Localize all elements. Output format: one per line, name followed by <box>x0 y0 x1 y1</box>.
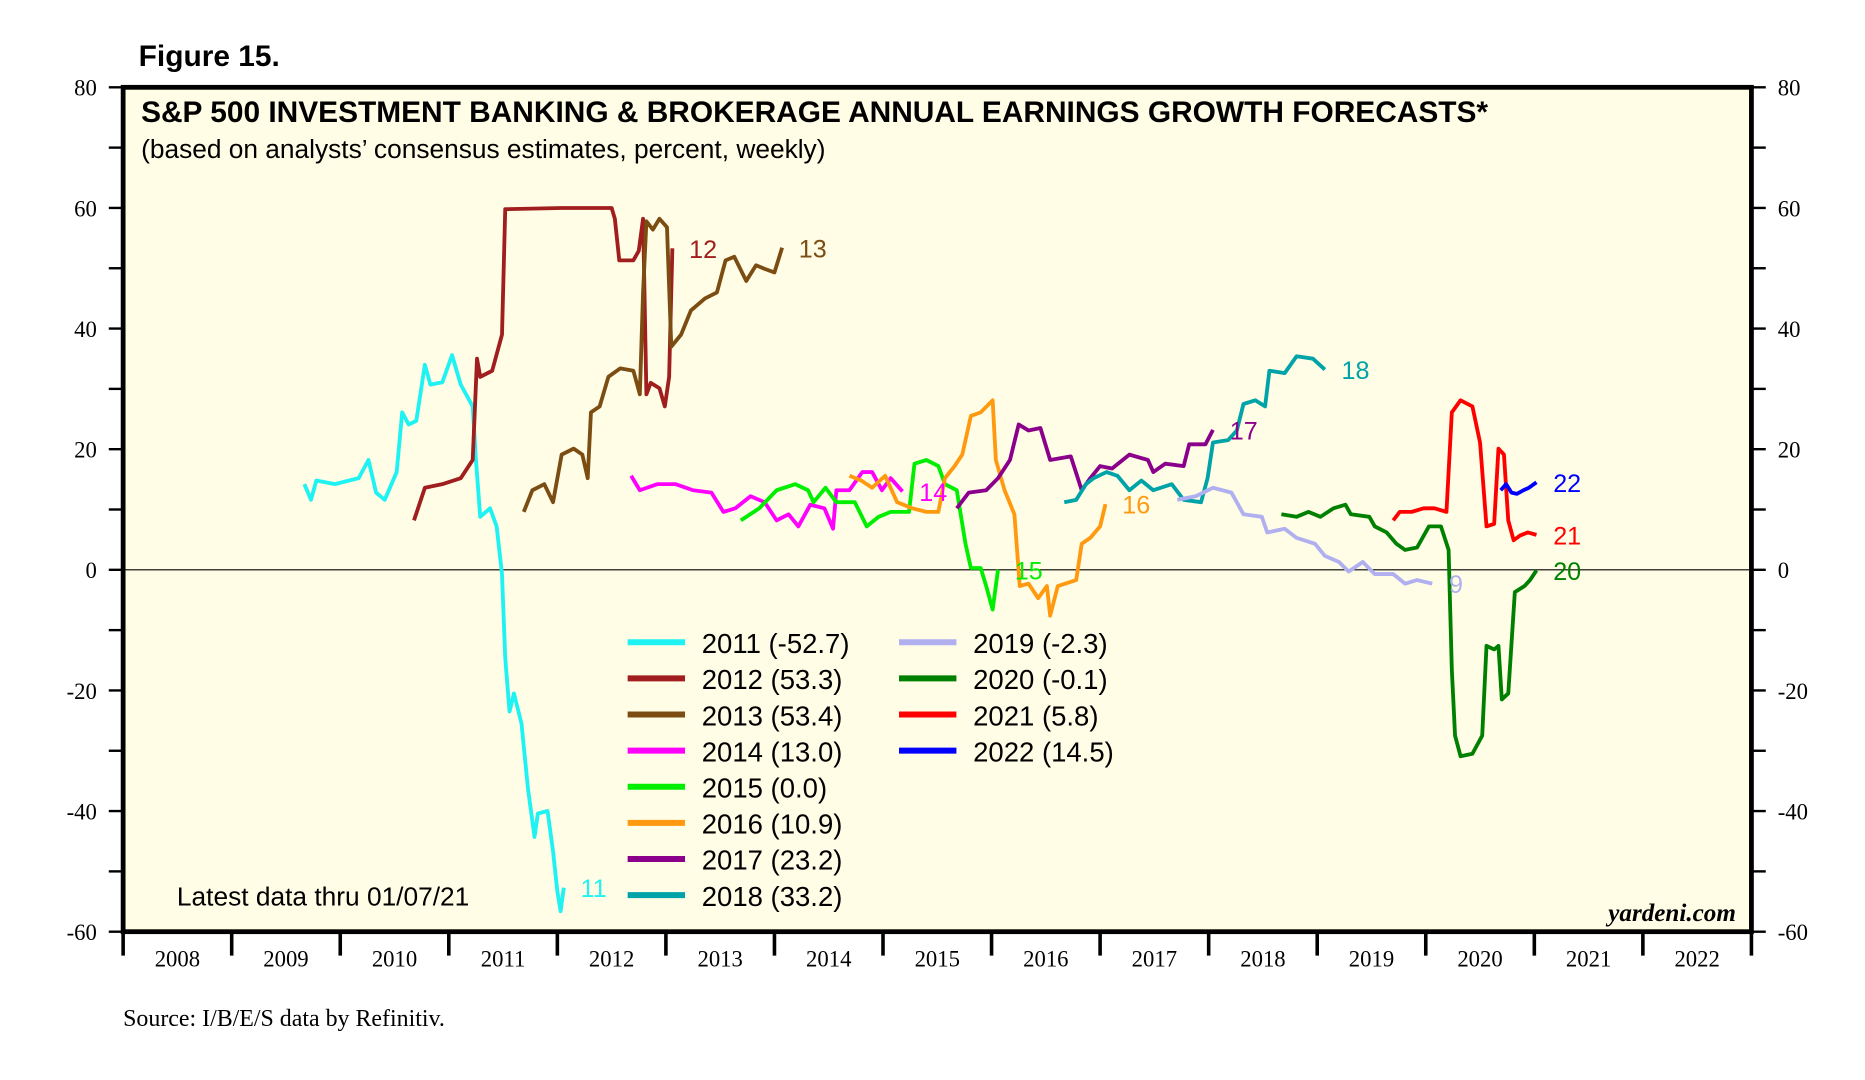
y-tick-label-right: 40 <box>1778 317 1801 342</box>
legend-label: 2015 (0.0) <box>702 772 827 803</box>
x-tick-label: 2017 <box>1132 946 1177 971</box>
y-tick-label-left: 0 <box>85 558 96 583</box>
series-line-9 <box>1176 485 1433 586</box>
series-end-label: 16 <box>1122 492 1150 520</box>
x-tick-label: 2018 <box>1240 946 1285 971</box>
legend-label: 2019 (-2.3) <box>973 628 1108 659</box>
y-tick-label-right: 20 <box>1778 438 1801 463</box>
y-tick-label-left: 60 <box>74 196 97 221</box>
series-line-15 <box>739 458 1000 612</box>
x-tick-label: 2014 <box>806 946 851 971</box>
series-end-label: 12 <box>689 236 717 264</box>
x-tick-label: 2008 <box>155 946 200 971</box>
legend-label: 2014 (13.0) <box>702 736 843 767</box>
figure-label: Figure 15. <box>139 40 280 73</box>
series-line-13 <box>521 216 784 513</box>
y-tick-label-right: -40 <box>1778 799 1808 824</box>
series-line-16 <box>848 398 1108 618</box>
x-tick-label: 2022 <box>1674 946 1719 971</box>
y-tick-label-right: 60 <box>1778 196 1801 221</box>
legend-label: 2016 (10.9) <box>702 809 843 840</box>
series-line-22 <box>1499 480 1538 496</box>
series-end-label: 17 <box>1230 417 1258 445</box>
legend-label: 2022 (14.5) <box>973 736 1114 767</box>
series-end-label: 11 <box>581 875 607 903</box>
series-line-11 <box>302 353 566 914</box>
series-end-label: 22 <box>1553 470 1581 498</box>
y-tick-label-left: 80 <box>74 76 97 101</box>
x-tick-label: 2010 <box>372 946 417 971</box>
series-line-14 <box>629 470 904 531</box>
x-tick-label: 2015 <box>915 946 960 971</box>
y-tick-label-left: -20 <box>67 679 97 704</box>
series-line-12 <box>412 206 675 521</box>
x-tick-label: 2020 <box>1457 946 1502 971</box>
y-tick-label-left: -60 <box>67 920 97 945</box>
y-tick-label-right: -20 <box>1778 679 1808 704</box>
y-tick-label-right: -60 <box>1778 920 1808 945</box>
y-tick-label-left: 20 <box>74 438 97 463</box>
legend-label: 2021 (5.8) <box>973 700 1098 731</box>
legend-label: 2020 (-0.1) <box>973 664 1108 695</box>
series-end-label: 18 <box>1342 357 1370 385</box>
chart-title: S&P 500 INVESTMENT BANKING & BROKERAGE A… <box>141 96 1488 129</box>
watermark: yardeni.com <box>1605 900 1736 927</box>
x-tick-label: 2016 <box>1023 946 1068 971</box>
plot-frame <box>120 84 1754 935</box>
y-tick-label-right: 80 <box>1778 76 1801 101</box>
series-line-21 <box>1391 398 1537 543</box>
x-tick-label: 2021 <box>1566 946 1611 971</box>
series-end-label: 20 <box>1553 558 1581 586</box>
legend-label: 2011 (-52.7) <box>702 628 850 659</box>
x-tick-label: 2009 <box>263 946 308 971</box>
latest-data-note: Latest data thru 01/07/21 <box>177 881 469 911</box>
y-tick-label-right: 0 <box>1778 558 1789 583</box>
series-end-label: 15 <box>1015 557 1043 585</box>
legend-label: 2017 (23.2) <box>702 845 843 876</box>
series-end-label: 9 <box>1449 571 1463 599</box>
legend-label: 2013 (53.4) <box>702 700 843 731</box>
series-end-label: 14 <box>919 479 947 507</box>
y-tick-label-left: 40 <box>74 317 97 342</box>
series-end-label: 21 <box>1553 522 1581 550</box>
chart-subtitle: (based on analysts’ consensus estimates,… <box>141 134 825 164</box>
legend-label: 2018 (33.2) <box>702 881 843 912</box>
series-line-20 <box>1281 502 1539 759</box>
x-tick-label: 2019 <box>1349 946 1394 971</box>
legend-label: 2012 (53.3) <box>702 664 843 695</box>
x-tick-label: 2013 <box>697 946 742 971</box>
x-tick-label: 2012 <box>589 946 634 971</box>
y-tick-label-left: -40 <box>67 799 97 824</box>
source-note: Source: I/B/E/S data by Refinitiv. <box>123 1006 445 1032</box>
series-end-label: 13 <box>799 235 827 263</box>
x-tick-label: 2011 <box>481 946 526 971</box>
